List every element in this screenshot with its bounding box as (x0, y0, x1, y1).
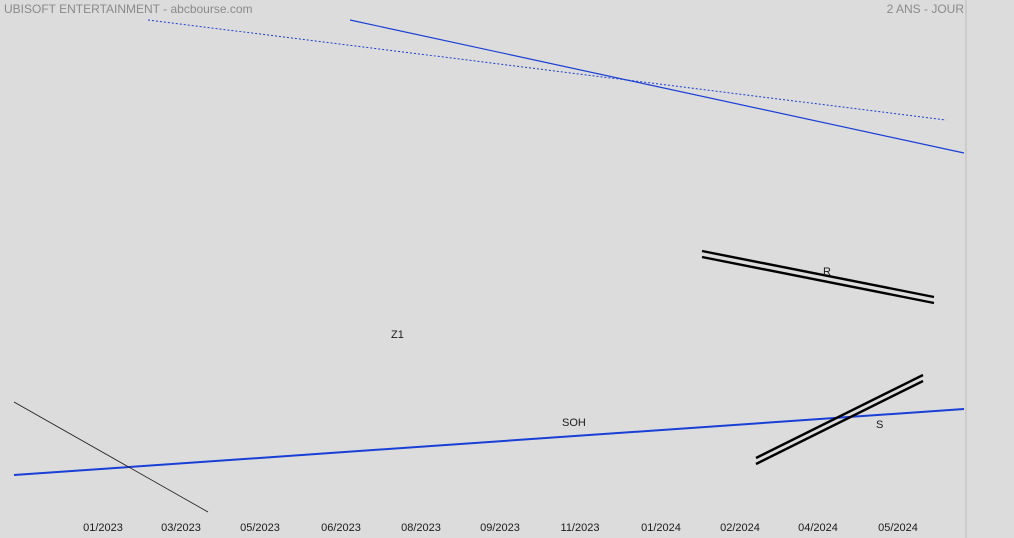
zone-z1-label: Z1 (391, 329, 404, 341)
support-channel (755, 373, 924, 460)
upper-trendline (349, 19, 965, 154)
x-tick-label: 02/2024 (720, 522, 760, 534)
soh-trendline (13, 408, 965, 476)
period-label: 2 ANS - JOUR (886, 2, 964, 16)
x-tick-label: 01/2023 (83, 522, 123, 534)
x-tick-label: 05/2023 (240, 522, 280, 534)
x-tick-label: 03/2023 (161, 522, 201, 534)
instrument-name: UBISOFT ENTERTAINMENT (4, 2, 160, 16)
soh-label: SOH (562, 417, 586, 429)
support-channel (755, 379, 924, 466)
dotted-trendline (147, 19, 947, 121)
resistance-channel (701, 255, 935, 305)
support-label: S (876, 419, 883, 431)
x-tick-label: 08/2023 (401, 522, 441, 534)
diagonal-line (13, 401, 209, 513)
x-tick-label: 05/2024 (878, 522, 918, 534)
chart-header: UBISOFT ENTERTAINMENT - abcbourse.com (4, 2, 253, 16)
x-tick-label: 04/2024 (798, 522, 838, 534)
x-tick-label: 09/2023 (480, 522, 520, 534)
resistance-label: R (823, 266, 831, 278)
x-tick-label: 06/2023 (321, 522, 361, 534)
x-tick-label: 11/2023 (561, 522, 600, 534)
data-source: abcbourse.com (170, 2, 253, 16)
x-tick-label: 01/2024 (641, 522, 681, 534)
resistance-channel (701, 249, 935, 299)
